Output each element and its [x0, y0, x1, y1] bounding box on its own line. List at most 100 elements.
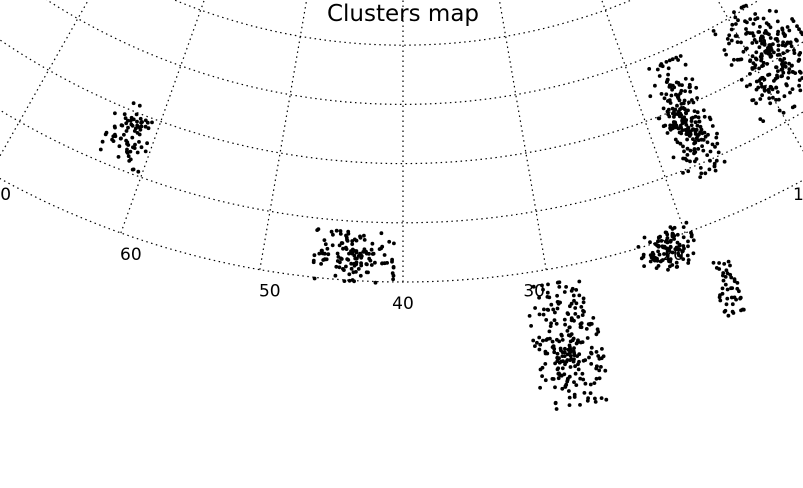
- cluster-1-point: [767, 96, 772, 101]
- cluster-2-point: [678, 54, 683, 58]
- cluster-1-point: [750, 67, 755, 71]
- cluster-5-point: [578, 376, 583, 381]
- cluster-2-point: [705, 140, 710, 145]
- cluster-2-point: [684, 158, 689, 163]
- cluster-3-point: [675, 232, 680, 237]
- cluster-1-point: [788, 41, 793, 46]
- cluster-2-point: [691, 137, 695, 142]
- cluster-2-point: [698, 166, 703, 170]
- cluster-5-point: [555, 293, 559, 298]
- cluster-6-point: [371, 251, 376, 256]
- cluster-3-point: [665, 232, 670, 237]
- cluster-1-point: [767, 8, 772, 13]
- cluster-5-point: [572, 392, 577, 397]
- cluster-3-point: [648, 240, 652, 245]
- cluster-5-point: [562, 317, 567, 322]
- cluster-6-point: [337, 265, 342, 270]
- cluster-2-point: [700, 131, 705, 136]
- cluster-5-point: [537, 295, 541, 300]
- cluster-5-point: [556, 376, 561, 381]
- cluster-1-point: [776, 43, 781, 48]
- cluster-5-point: [603, 368, 608, 373]
- cluster-1-point: [777, 97, 781, 102]
- cluster-5-point: [550, 345, 555, 349]
- cluster-6-point: [362, 238, 367, 242]
- cluster-6-point: [330, 243, 335, 248]
- cluster-7-point: [122, 132, 126, 137]
- cluster-2-point: [681, 144, 685, 149]
- cluster-7-point: [133, 142, 137, 147]
- cluster-7-point: [135, 131, 140, 135]
- cluster-2-point: [722, 159, 727, 164]
- cluster-2-point: [678, 111, 683, 116]
- cluster-5-point: [555, 306, 560, 311]
- cluster-2-point: [695, 123, 700, 128]
- cluster-2-point: [695, 134, 700, 139]
- cluster-1-point: [732, 10, 736, 15]
- cluster-1-point: [729, 38, 734, 43]
- cluster-5-point: [566, 347, 571, 352]
- cluster-6-point: [312, 276, 317, 281]
- cluster-2-point: [693, 139, 697, 144]
- cluster-6-point: [338, 232, 343, 236]
- cluster-2-point: [665, 109, 670, 114]
- cluster-7-point: [134, 112, 139, 117]
- cluster-6-point: [334, 228, 339, 233]
- cluster-3-point: [681, 257, 686, 261]
- cluster-1-point: [729, 63, 734, 67]
- cluster-6-point: [364, 262, 369, 266]
- cluster-2-point: [692, 109, 697, 113]
- cluster-2-point: [714, 135, 719, 140]
- cluster-3-point: [656, 244, 661, 249]
- grid-arc-1: [0, 109, 803, 224]
- cluster-5-point: [566, 312, 571, 316]
- cluster-1-point: [759, 52, 764, 56]
- cluster-5-point: [569, 301, 574, 306]
- cluster-4-point: [723, 282, 728, 287]
- cluster-7-point: [130, 167, 135, 172]
- cluster-2-point: [688, 159, 692, 164]
- cluster-7-point: [131, 101, 136, 106]
- cluster-1-point: [797, 27, 801, 32]
- cluster-1-point: [764, 21, 769, 25]
- cluster-1-point: [761, 119, 766, 123]
- cluster-1-point: [787, 67, 792, 72]
- cluster-5-point: [580, 313, 585, 317]
- cluster-5-point: [559, 332, 564, 337]
- cluster-5-point: [568, 358, 572, 362]
- cluster-2-point: [679, 131, 684, 136]
- cluster-2-point: [680, 83, 684, 87]
- cluster-5-point: [553, 310, 557, 315]
- cluster-1-point: [782, 94, 787, 99]
- cluster-3-point: [686, 258, 691, 262]
- x-tick-label: 20: [662, 245, 684, 265]
- cluster-6-point: [361, 250, 366, 254]
- cluster-1-point: [760, 93, 764, 98]
- cluster-5-point: [595, 364, 599, 369]
- cluster-1-point: [775, 53, 780, 57]
- cluster-6-point: [369, 247, 374, 252]
- cluster-5-point: [541, 312, 546, 317]
- cluster-1-point: [766, 73, 770, 77]
- cluster-5-point: [570, 338, 575, 343]
- cluster-6-point: [354, 262, 359, 267]
- cluster-1-point: [739, 40, 743, 45]
- cluster-1-point: [800, 32, 803, 37]
- cluster-7-point: [139, 145, 144, 150]
- cluster-1-point: [757, 30, 762, 34]
- cluster-1-point: [734, 22, 738, 26]
- cluster-3-point: [670, 263, 675, 267]
- cluster-5-point: [560, 338, 565, 342]
- cluster-5-point: [565, 358, 570, 362]
- cluster-5-point: [576, 315, 581, 319]
- cluster-7-point: [122, 112, 127, 117]
- cluster-3-point: [636, 245, 641, 249]
- cluster-3-point: [657, 252, 662, 257]
- cluster-1-point: [779, 74, 784, 79]
- cluster-5-point: [576, 362, 580, 367]
- cluster-7-point: [119, 136, 123, 141]
- cluster-5-point: [573, 312, 578, 316]
- cluster-5-point: [537, 347, 542, 352]
- cluster-6-point: [354, 250, 359, 255]
